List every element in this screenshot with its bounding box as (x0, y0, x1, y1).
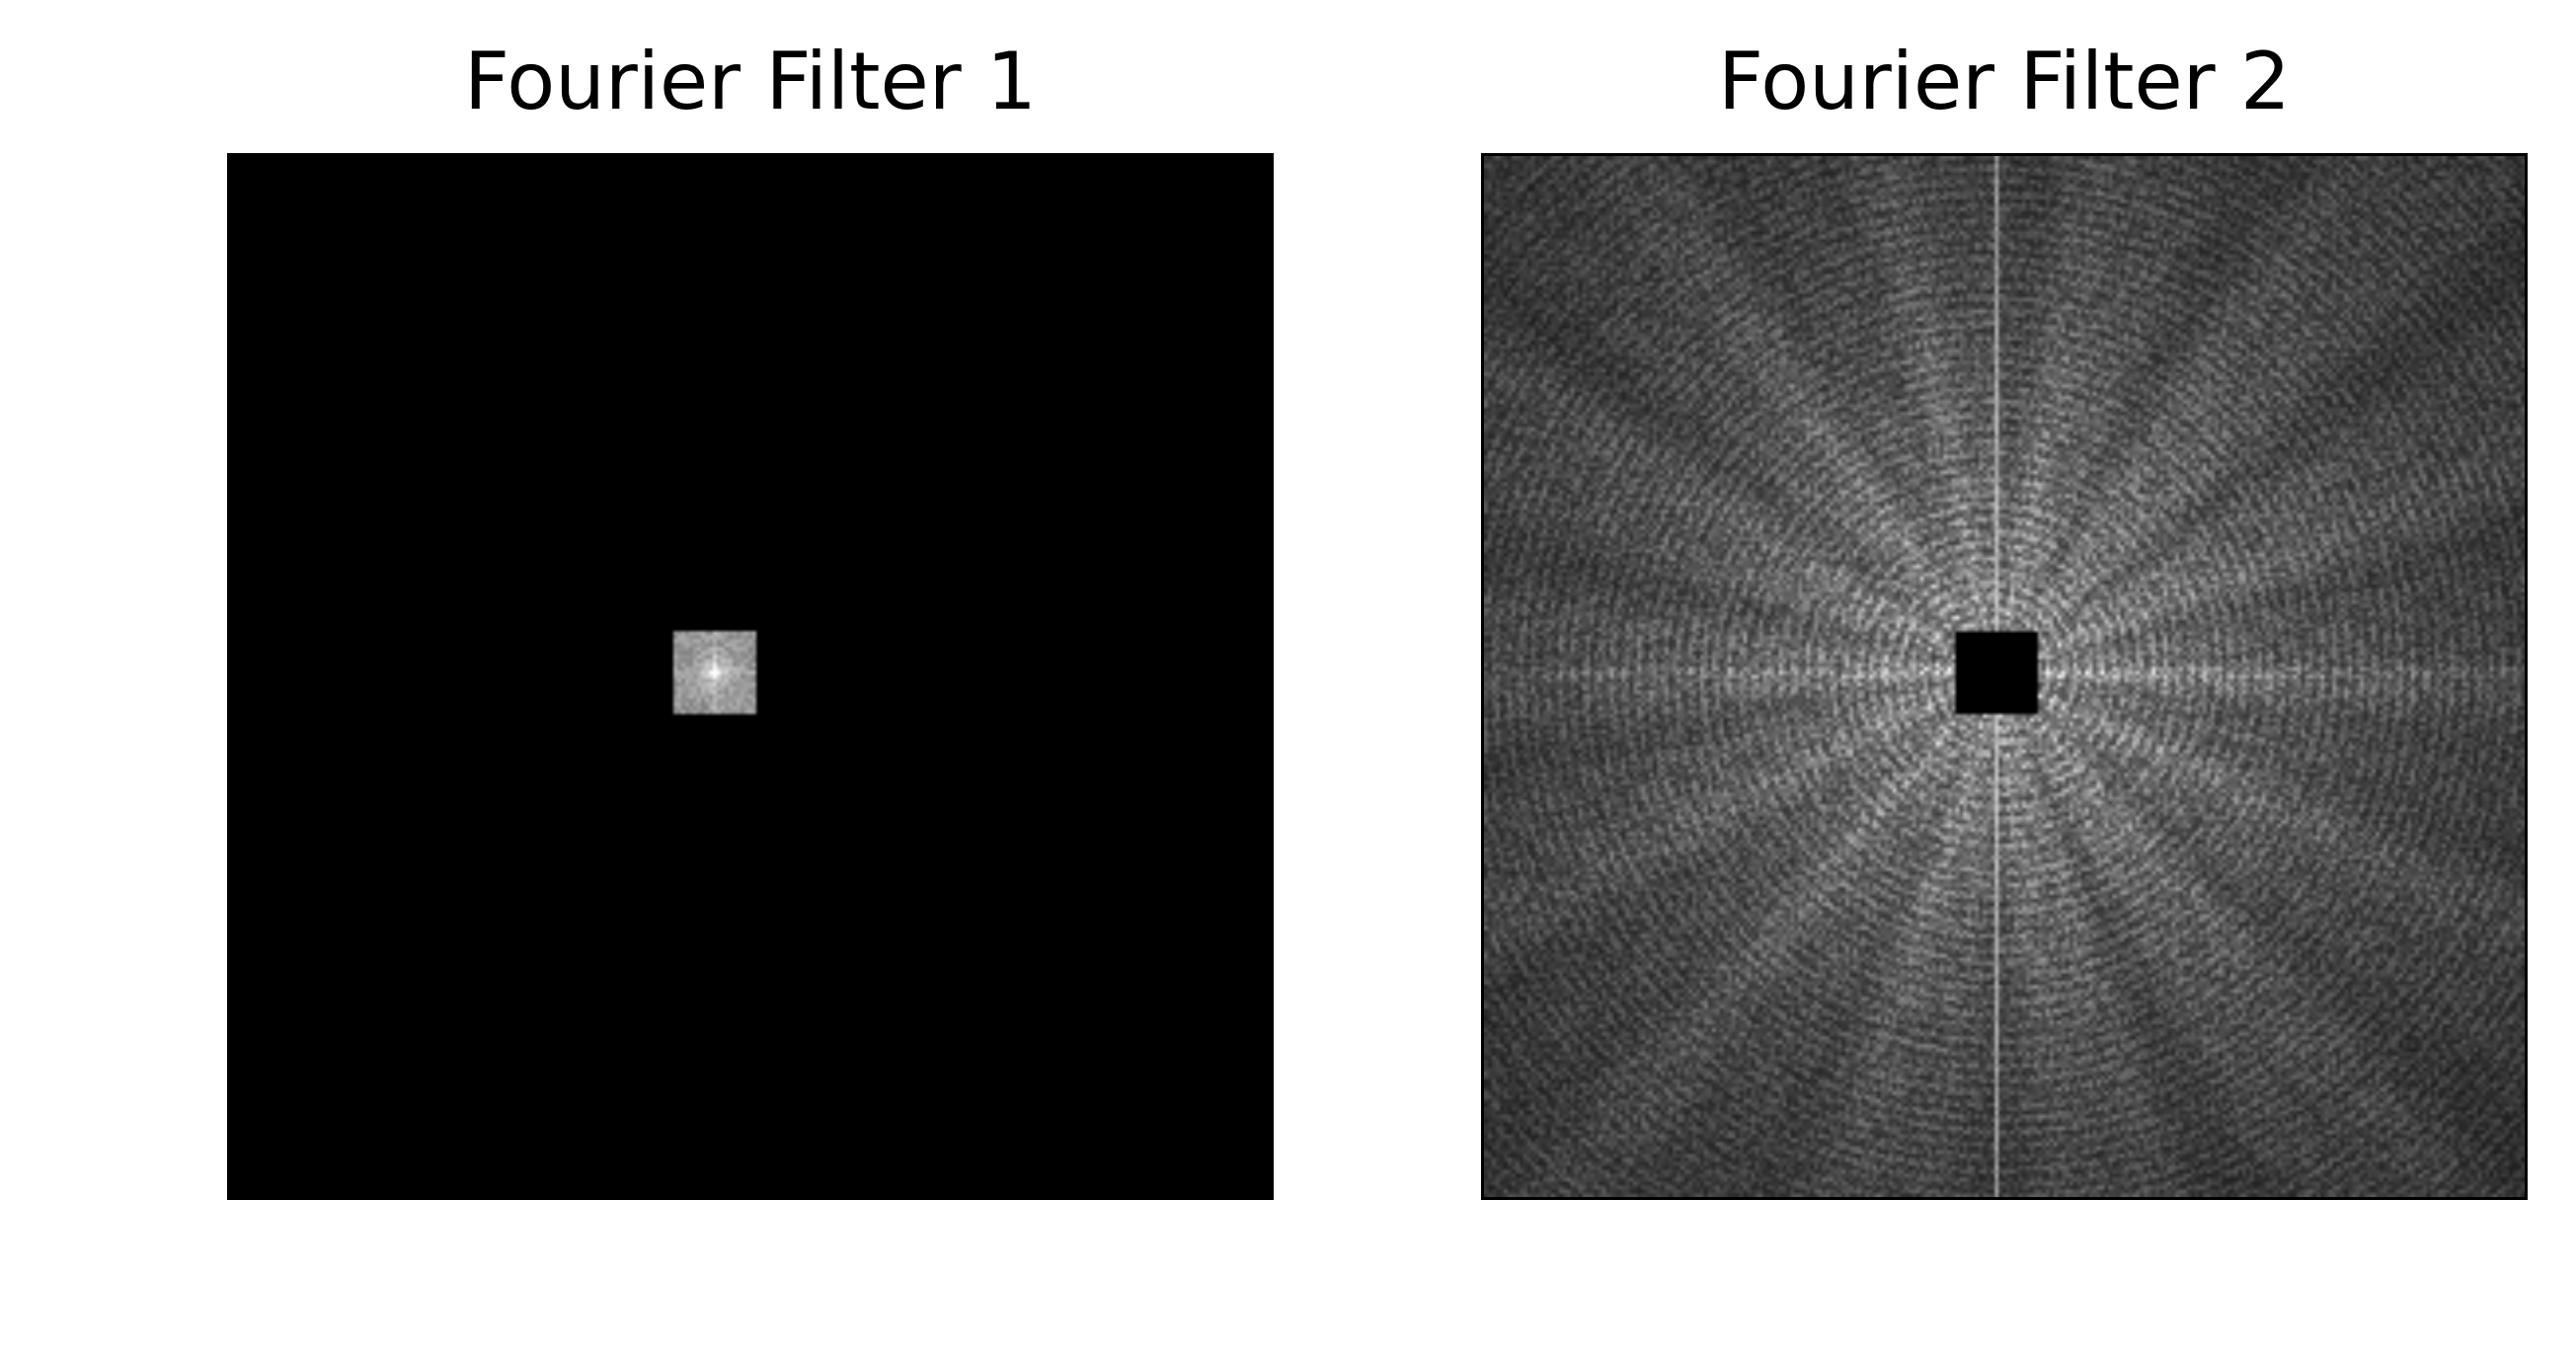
fourier-filter-2-image (1481, 153, 2528, 1200)
high-pass-spectrum-canvas (1484, 156, 2525, 1197)
low-pass-spectrum-canvas (227, 153, 1274, 1200)
panel-1-title: Fourier Filter 1 (464, 36, 1037, 127)
panel-2-title: Fourier Filter 2 (1718, 36, 2291, 127)
fourier-filter-1-image (227, 153, 1274, 1200)
